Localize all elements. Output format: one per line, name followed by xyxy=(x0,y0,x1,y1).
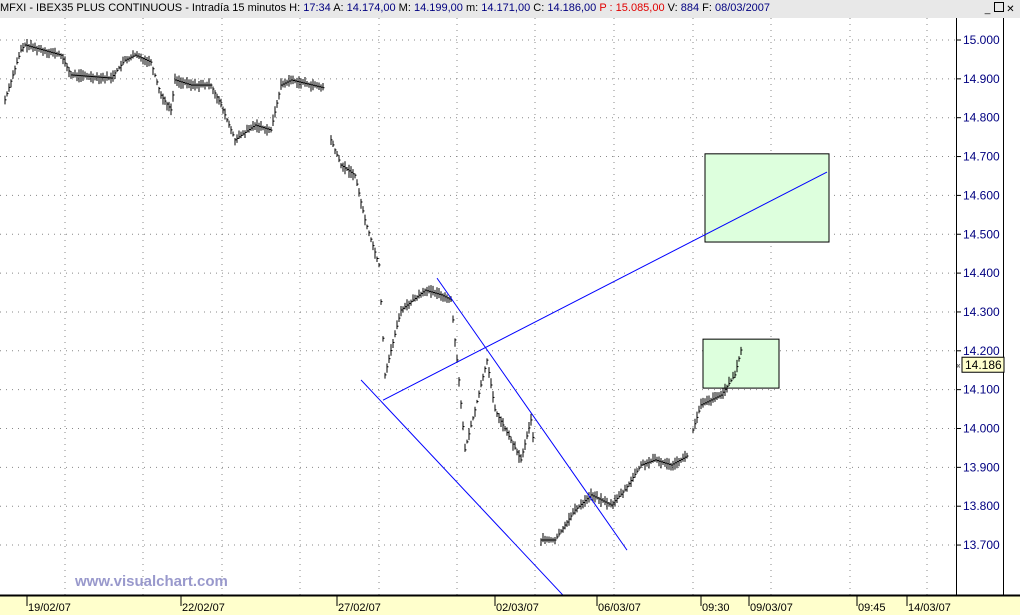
maximize-icon[interactable] xyxy=(994,2,1004,12)
y-tick-label: 14.200 xyxy=(963,344,1000,358)
x-tick-label: 09/03/07 xyxy=(750,602,793,614)
chart-title-bar: MFXI - IBEX35 PLUS CONTINUOUS - Intradía… xyxy=(0,0,1020,18)
field-label: m: xyxy=(465,2,479,14)
y-tick-label: 14.700 xyxy=(963,150,1000,164)
field-label: H: xyxy=(289,2,301,14)
y-tick-label: 14.500 xyxy=(963,227,1000,241)
field-label: V: xyxy=(667,2,678,14)
y-tick-label: 13.800 xyxy=(963,499,1000,513)
x-tick-label: 22/02/07 xyxy=(182,602,225,614)
trendline xyxy=(382,171,828,401)
field-value: 17:34 xyxy=(303,2,331,14)
field-value: 15.085,00 xyxy=(615,2,665,14)
x-tick-label: 09:45 xyxy=(858,602,886,614)
field-value: 08/03/2007 xyxy=(714,2,771,14)
field-value: 14.171,00 xyxy=(481,2,531,14)
field-value: 14.174,00 xyxy=(346,2,396,14)
last-price-arrow-icon: « xyxy=(956,361,961,370)
x-tick-label: 19/02/07 xyxy=(28,602,71,614)
y-tick-label: 14.000 xyxy=(963,422,1000,436)
field-value: 14.186,00 xyxy=(547,2,597,14)
y-tick-label: 13.900 xyxy=(963,460,1000,474)
y-tick-label: 14.400 xyxy=(963,266,1000,280)
field-value: 14.199,00 xyxy=(413,2,463,14)
highlight-rectangle xyxy=(704,153,830,243)
field-label: F: xyxy=(702,2,712,14)
field-label: A: xyxy=(333,2,344,14)
price-bars xyxy=(4,38,743,546)
field-label: M: xyxy=(398,2,411,14)
y-tick-label: 14.300 xyxy=(963,305,1000,319)
x-tick-label: 09:30 xyxy=(702,602,730,614)
y-tick-label: 13.700 xyxy=(963,538,1000,552)
x-tick-label: 06/03/07 xyxy=(598,602,641,614)
highlight-rectangle xyxy=(702,338,780,389)
y-tick-label: 14.100 xyxy=(963,383,1000,397)
last-price-box xyxy=(961,356,1005,373)
y-tick-label: 15.000 xyxy=(963,33,1000,47)
minimize-icon[interactable]: _ xyxy=(984,4,991,15)
y-tick-label: 14.900 xyxy=(963,72,1000,86)
x-axis-strip xyxy=(0,596,1020,615)
last-price-label: 14.186 xyxy=(965,358,1002,372)
field-label: C: xyxy=(533,2,545,14)
x-tick-label: 27/02/07 xyxy=(338,602,381,614)
window-buttons: _ ✕ xyxy=(981,2,1016,15)
x-tick-label: 14/03/07 xyxy=(908,602,951,614)
close-icon[interactable]: ✕ xyxy=(1006,4,1015,15)
y-tick-label: 14.600 xyxy=(963,188,1000,202)
watermark: www.visualchart.com xyxy=(74,573,228,590)
trendline xyxy=(436,277,628,551)
x-tick-label: 02/03/07 xyxy=(496,602,539,614)
symbol-title: MFXI - IBEX35 PLUS CONTINUOUS - Intradía… xyxy=(0,2,287,14)
y-tick-label: 14.800 xyxy=(963,111,1000,125)
trendline xyxy=(360,379,564,596)
field-label: P : xyxy=(599,2,613,14)
field-value: 884 xyxy=(680,2,700,14)
